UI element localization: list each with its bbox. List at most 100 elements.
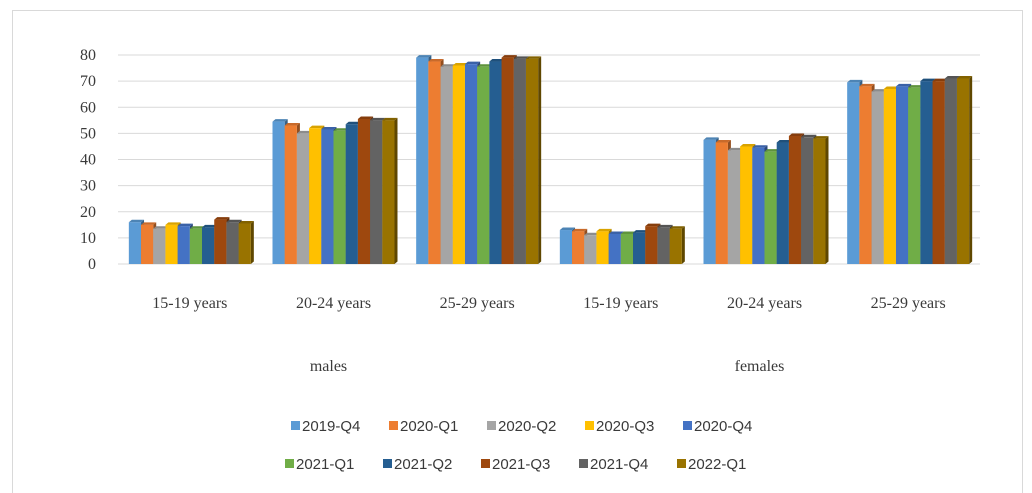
bars <box>128 55 973 265</box>
bar-front <box>657 227 670 264</box>
legend-swatch <box>383 459 392 468</box>
bar-front <box>477 66 490 264</box>
bar-2022-Q1-20-24-years-females <box>813 136 829 264</box>
bar-front <box>895 86 909 264</box>
bar-top <box>703 137 719 140</box>
category-label: 15-19 years <box>152 295 227 312</box>
legend-swatch <box>683 421 692 430</box>
bar-top <box>764 149 780 152</box>
bar-front <box>956 78 970 264</box>
y-tick-label: 70 <box>80 73 96 90</box>
legend-item-2021-Q2: 2021-Q2 <box>383 456 452 473</box>
bar-front <box>788 135 802 264</box>
bar-top <box>128 219 145 223</box>
bar-top <box>657 224 673 228</box>
bar-front <box>357 119 371 264</box>
legend-item-2021-Q1: 2021-Q1 <box>285 456 354 473</box>
bar-front <box>153 228 166 264</box>
bar-front <box>559 230 573 264</box>
bar-top <box>883 86 899 89</box>
category-label: 20-24 years <box>727 295 802 312</box>
bar-top <box>333 128 349 131</box>
legend-item-2020-Q3: 2020-Q3 <box>585 418 654 435</box>
bar-top <box>477 64 493 67</box>
legend-item-2021-Q3: 2021-Q3 <box>481 456 550 473</box>
bar-2022-Q1-15-19-years-males <box>238 221 254 264</box>
bar-top <box>633 230 649 233</box>
bar-top <box>596 228 612 232</box>
bar-front <box>141 224 154 264</box>
bar-front <box>703 139 716 264</box>
bar-front <box>440 66 453 264</box>
bar-top <box>895 83 912 87</box>
bar-front <box>669 228 682 264</box>
bar-top <box>141 222 157 225</box>
bar-front <box>847 82 860 265</box>
bar-top <box>370 117 386 121</box>
bar-top <box>871 89 887 92</box>
y-tick-label: 80 <box>80 47 96 64</box>
bar-front <box>165 224 178 264</box>
bar-side <box>969 76 973 264</box>
bar-front <box>202 227 215 264</box>
bar-front <box>382 120 395 264</box>
bar-front <box>177 226 190 264</box>
bar-top <box>559 227 576 231</box>
bar-top <box>489 59 505 62</box>
bar-front <box>584 235 597 264</box>
bar-top <box>572 228 588 232</box>
bar-top <box>801 134 817 138</box>
category-labels: 15-19 years 20-24 years 25-29 years 15-19 y… <box>152 295 945 312</box>
legend-item-2021-Q4: 2021-Q4 <box>579 456 648 473</box>
bar-2022-Q1-25-29-years-females <box>956 76 973 264</box>
bar-front <box>859 86 872 264</box>
legend-swatch <box>285 459 294 468</box>
legend-label: 2021-Q3 <box>492 456 550 473</box>
bar-front <box>645 226 658 264</box>
bar-2022-Q1-15-19-years-females <box>669 226 685 264</box>
bar-front <box>309 128 322 264</box>
bar-front <box>620 233 634 264</box>
bar-top <box>284 123 300 126</box>
legend-swatch <box>481 459 490 468</box>
bar-top <box>272 119 288 122</box>
category-label: 25-29 years <box>871 295 946 312</box>
y-axis-tick-labels: 0 10 20 30 40 50 60 70 80 <box>80 47 96 273</box>
legend-item-2020-Q4: 2020-Q4 <box>683 418 752 435</box>
bar-top <box>608 231 624 234</box>
bar-front <box>501 57 514 264</box>
bar-front <box>525 58 539 265</box>
group-label-females: females <box>735 358 785 375</box>
bar-front <box>572 231 585 264</box>
bar-top <box>440 64 456 67</box>
bar-front <box>189 228 203 264</box>
category-label: 15-19 years <box>583 295 658 312</box>
bar-top <box>908 85 924 88</box>
bar-front <box>128 222 142 264</box>
bar-front <box>776 142 789 264</box>
bar-side <box>394 117 398 264</box>
legend-label: 2020-Q3 <box>596 418 654 435</box>
bar-front <box>727 150 741 264</box>
bar-front <box>871 91 884 264</box>
bar-top <box>452 62 468 66</box>
bar-top <box>752 145 768 148</box>
bar-top <box>165 222 181 225</box>
bar-top <box>464 61 481 65</box>
bar-side <box>250 221 254 264</box>
bar-top <box>296 130 313 134</box>
legend-swatch <box>291 421 300 430</box>
legend-swatch <box>585 421 594 430</box>
bar-front <box>345 124 358 264</box>
bar-front <box>370 120 383 264</box>
bar-front <box>883 88 896 265</box>
bar-top <box>202 224 218 228</box>
bar-top <box>920 78 936 82</box>
bar-front <box>214 219 227 264</box>
bar-side <box>538 56 542 265</box>
bar-front <box>333 130 346 264</box>
bar-front <box>452 65 465 264</box>
legend-label: 2021-Q1 <box>296 456 354 473</box>
legend-label: 2022-Q1 <box>688 456 746 473</box>
